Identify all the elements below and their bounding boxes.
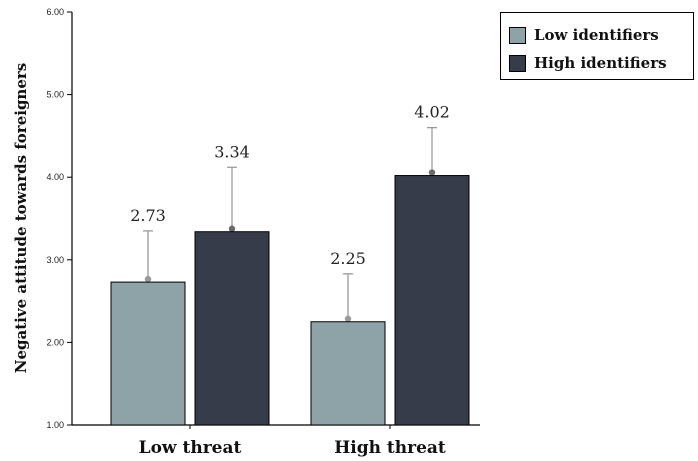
- bars: [110, 175, 470, 426]
- y-axis-label: Negative attitude towards foreigners: [12, 63, 30, 373]
- axes: 1.00 2.00 3.00 4.00 5.00 6.00 Low threat High t…: [46, 7, 480, 458]
- y-tick-label: 1.00: [46, 420, 64, 430]
- error-bars: [143, 126, 437, 322]
- mean-marker: [228, 225, 236, 232]
- legend-item-low-identifiers: Low identifiers: [509, 24, 659, 46]
- bar: [110, 281, 186, 426]
- legend: Low identifiers High identifiers: [500, 12, 694, 80]
- bar: [194, 231, 270, 426]
- bar: [310, 321, 386, 426]
- y-tick-label: 6.00: [46, 7, 64, 17]
- x-tick-label: Low threat: [139, 438, 242, 458]
- legend-swatch-high-identifiers: [509, 54, 526, 72]
- mean-marker: [344, 315, 352, 322]
- mean-marker: [144, 275, 152, 283]
- x-tick-label: High threat: [334, 438, 446, 458]
- y-tick-label: 4.00: [46, 172, 64, 182]
- data-label: 4.02: [414, 103, 450, 122]
- mean-marker: [428, 169, 436, 176]
- legend-label: Low identifiers: [534, 26, 659, 44]
- bar: [394, 175, 470, 426]
- data-label: 2.25: [330, 249, 366, 268]
- legend-item-high-identifiers: High identifiers: [509, 52, 667, 74]
- data-label: 2.73: [130, 206, 166, 225]
- y-tick-label: 3.00: [46, 255, 64, 265]
- legend-swatch-low-identifiers: [509, 26, 526, 44]
- legend-label: High identifiers: [534, 54, 667, 72]
- data-labels: 2.73 3.34 2.25 4.02: [130, 103, 450, 268]
- data-label: 3.34: [214, 142, 250, 161]
- y-tick-label: 2.00: [46, 337, 64, 347]
- y-tick-label: 5.00: [46, 90, 64, 100]
